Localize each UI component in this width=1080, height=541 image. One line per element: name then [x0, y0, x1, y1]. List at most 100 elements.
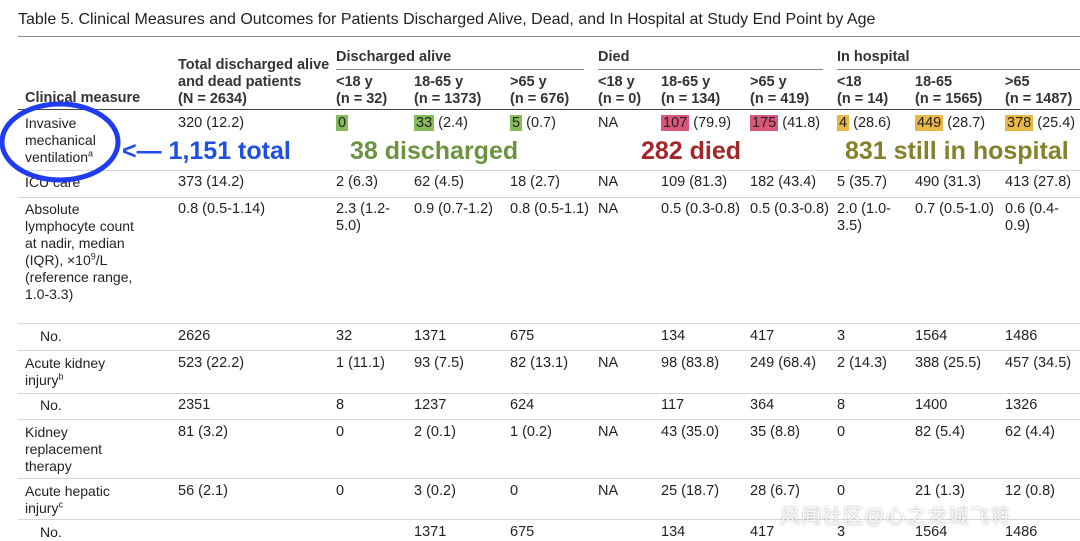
cell: 2351: [178, 397, 211, 413]
cell: 134: [661, 524, 686, 540]
cell: 417: [750, 524, 775, 540]
cell: 0: [336, 115, 412, 132]
highlighted-count: 33: [414, 115, 435, 131]
cell: 378 (25.4): [1005, 115, 1079, 132]
cell: 3: [837, 524, 846, 540]
column-header: <18 y: [598, 74, 635, 90]
label-text: No.: [40, 524, 62, 540]
row-rule: [18, 393, 1080, 394]
cell: 1564: [915, 524, 948, 540]
cell: 249 (68.4): [750, 355, 817, 371]
header-total: (N = 2634): [178, 91, 247, 107]
cell: 2.3 (1.2-5.0): [336, 201, 390, 234]
label-text: No.: [40, 328, 62, 344]
cell: 523 (22.2): [178, 355, 245, 371]
cell-percent: (28.6): [853, 115, 891, 131]
cell-percent: (28.7): [947, 115, 986, 131]
highlighted-count: 449: [915, 115, 944, 131]
column-header: 18-65 y: [414, 74, 464, 90]
cell: NA: [598, 201, 619, 217]
cell: 0: [510, 483, 519, 499]
column-header: <18: [837, 74, 862, 90]
cell: 0.8 (0.5-1.1): [510, 201, 589, 217]
cell: 2 (6.3): [336, 174, 378, 190]
cell: 1486: [1005, 524, 1038, 540]
column-header: (n = 676): [510, 91, 570, 107]
cell: 5 (0.7): [510, 115, 590, 132]
column-header: <18 y: [336, 74, 373, 90]
cell: 449 (28.7): [915, 115, 995, 132]
group-rule: [598, 69, 823, 70]
cell: 32: [336, 328, 353, 344]
label-text: Acute hepatic injury: [25, 483, 110, 516]
cell: 134: [661, 328, 686, 344]
cell: 1486: [1005, 328, 1038, 344]
cell-percent: (25.4): [1037, 115, 1076, 131]
label-text: Acute kidney injury: [25, 355, 106, 388]
annotation: 38 discharged: [350, 137, 519, 165]
row-rule: [18, 478, 1080, 479]
cell: 675: [510, 328, 535, 344]
row-rule: [18, 350, 1080, 351]
cell: NA: [598, 115, 619, 131]
column-header: (n = 14): [837, 91, 889, 107]
cell: 98 (83.8): [661, 355, 720, 371]
row-rule: [18, 323, 1080, 324]
footnote-mark: c: [58, 499, 63, 510]
cell: 1326: [1005, 397, 1038, 413]
cell: NA: [598, 483, 619, 499]
row-label: Acute kidney injuryb: [25, 355, 141, 389]
watermark: 风闻社区@心之龙城飞将: [780, 506, 1012, 528]
annotation: 282 died: [641, 137, 742, 165]
cell-percent: (79.9): [693, 115, 732, 131]
row-label: Kidney replacement therapy: [25, 424, 141, 475]
column-header: (n = 32): [336, 91, 388, 107]
cell: 0: [837, 424, 846, 440]
cell: 624: [510, 397, 535, 413]
cell: 0: [336, 483, 345, 499]
header-rule: [18, 109, 1080, 110]
label-text: Absolute lymphocyte count at nadir, medi…: [25, 201, 134, 268]
cell: 1237: [414, 397, 447, 413]
cell: 56 (2.1): [178, 483, 228, 499]
cell: 0: [336, 424, 345, 440]
group-header: Discharged alive: [336, 49, 452, 65]
cell: 25 (18.7): [661, 483, 720, 499]
group-header: In hospital: [837, 49, 910, 65]
cell: 0.9 (0.7-1.2): [414, 201, 493, 217]
cell: 43 (35.0): [661, 424, 720, 440]
cell: 490 (31.3): [915, 174, 982, 190]
cell: 1 (11.1): [336, 355, 385, 371]
table-title: Table 5. Clinical Measures and Outcomes …: [18, 11, 876, 28]
cell: 1371: [414, 328, 447, 344]
cell: 2.0 (1.0-3.5): [837, 201, 891, 234]
cell: 373 (14.2): [178, 174, 245, 190]
cell: 364: [750, 397, 775, 413]
column-header: >65 y: [510, 74, 547, 90]
group-header: Died: [598, 49, 630, 65]
cell: 3 (0.2): [414, 483, 456, 499]
cell: 8: [837, 397, 846, 413]
cell: 182 (43.4): [750, 174, 817, 190]
label-text: No.: [40, 397, 62, 413]
cell: 12 (0.8): [1005, 483, 1055, 499]
highlighted-count: 5: [510, 115, 523, 131]
cell-percent: (0.7): [526, 115, 556, 131]
label-text: Kidney replacement therapy: [25, 424, 103, 474]
cell: 18 (2.7): [510, 174, 560, 190]
highlighted-count: 107: [661, 115, 690, 131]
footnote-mark: b: [58, 371, 64, 382]
cell: 81 (3.2): [178, 424, 228, 440]
cell: 0.5 (0.3-0.8): [661, 201, 740, 217]
cell: 109 (81.3): [661, 174, 728, 190]
cell: 2 (0.1): [414, 424, 456, 440]
column-header: 18-65 y: [661, 74, 711, 90]
row-rule: [18, 419, 1080, 420]
cell: 1400: [915, 397, 948, 413]
cell: 21 (1.3): [915, 483, 965, 499]
column-header: (n = 419): [750, 91, 810, 107]
cell: 417: [750, 328, 775, 344]
cell: 175 (41.8): [750, 115, 830, 132]
column-header: (n = 1565): [915, 91, 983, 107]
cell: 62 (4.5): [414, 174, 464, 190]
